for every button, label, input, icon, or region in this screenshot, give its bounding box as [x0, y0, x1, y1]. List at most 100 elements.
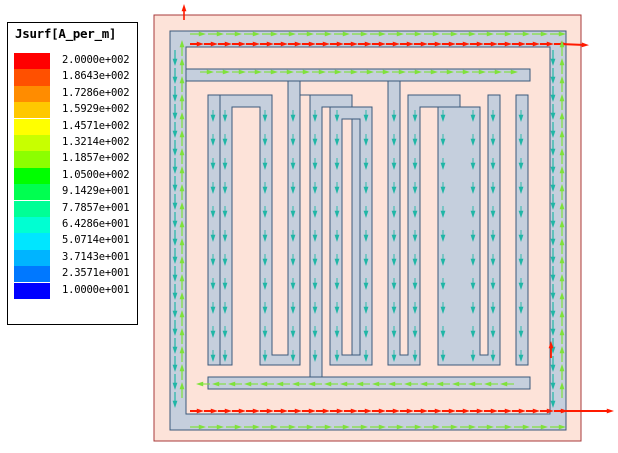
arrow-head [430, 69, 438, 75]
arrow-head [518, 41, 526, 47]
arrow-head [312, 234, 318, 242]
arrow-head [334, 330, 340, 338]
legend-entry: 1.8643e+002 [14, 69, 132, 86]
arrow-head [290, 138, 296, 146]
arrow-head [392, 41, 400, 47]
arrow-head [179, 40, 185, 48]
arrow-head [262, 258, 268, 266]
arrow-head [550, 238, 556, 246]
arrow-head [179, 130, 185, 138]
arrow-head [440, 330, 446, 338]
legend-entry: 2.0000e+002 [14, 53, 132, 70]
arrow-head [532, 408, 540, 414]
arrow-head [478, 69, 486, 75]
arrow-head [172, 400, 178, 408]
arrow-head [550, 400, 556, 408]
arrow-head [462, 41, 470, 47]
arrow-head [290, 306, 296, 314]
arrow-head [290, 282, 296, 290]
arrow-head [364, 41, 372, 47]
arrow-head [470, 138, 476, 146]
arrow-head [559, 382, 565, 390]
legend-label: 1.1857e+002 [62, 152, 130, 165]
arrow-head [324, 424, 332, 430]
arrow-head [363, 186, 369, 194]
arrow-head [216, 31, 224, 37]
legend-entry: 1.3214e+002 [14, 135, 132, 152]
arrow-head [179, 346, 185, 354]
arrow-head [334, 258, 340, 266]
arrow-head [388, 381, 396, 387]
arrow-head [518, 306, 524, 314]
arrow-head [363, 114, 369, 122]
arrow-head [262, 330, 268, 338]
arrow-head [412, 186, 418, 194]
arrow-head [262, 306, 268, 314]
arrow-head [222, 69, 230, 75]
arrow-head [440, 282, 446, 290]
arrow-head [559, 184, 565, 192]
arrow-head [412, 210, 418, 218]
left-inner-trace [207, 94, 221, 366]
arrow-head [412, 138, 418, 146]
arrow-head [504, 408, 512, 414]
arrow-head [306, 424, 314, 430]
arrow-head [181, 4, 187, 12]
arrow-head [518, 330, 524, 338]
arrow-head [518, 258, 524, 266]
legend-entry: 3.7143e+001 [14, 249, 132, 267]
legend-label: 1.4571e+002 [62, 119, 130, 132]
arrow-head [490, 330, 496, 338]
arrow-head [446, 69, 454, 75]
legend-entry: 1.7286e+002 [14, 85, 132, 103]
arrow-head [391, 330, 397, 338]
arrow-head [312, 282, 318, 290]
arrow-head [290, 234, 296, 242]
legend-entry: 1.0500e+002 [14, 167, 132, 185]
arrow-head [490, 114, 496, 122]
arrow-head [334, 354, 340, 362]
arrow-head [396, 424, 404, 430]
arrow-head [412, 114, 418, 122]
arrow-head [172, 94, 178, 102]
arrow-head [216, 424, 224, 430]
arrow-head [462, 408, 470, 414]
arrow-head [440, 306, 446, 314]
arrow-head [322, 408, 330, 414]
arrow-head [559, 202, 565, 210]
arrow-head [559, 148, 565, 156]
arrow-head [252, 424, 260, 430]
arrow-head [334, 69, 342, 75]
legend-entry: 1.5929e+002 [14, 102, 132, 119]
arrow-head [198, 31, 206, 37]
arrow-head [550, 256, 556, 264]
arrow-head [252, 31, 260, 37]
arrow-head [254, 69, 262, 75]
arrow-head [290, 162, 296, 170]
arrow-head [550, 274, 556, 282]
legend-swatch [14, 282, 50, 299]
arrow-head [179, 238, 185, 246]
arrow-head [494, 69, 502, 75]
arrow-head [532, 41, 540, 47]
arrow-head [312, 258, 318, 266]
arrow-head [558, 31, 566, 37]
legend-label: 2.0000e+002 [62, 54, 130, 66]
arrow-head [500, 381, 508, 387]
arrow-head [550, 76, 556, 84]
arrow-head [490, 138, 496, 146]
arrow-head [234, 31, 242, 37]
arrow-head [312, 162, 318, 170]
arrow-head [222, 210, 228, 218]
arrow-head [306, 31, 314, 37]
arrow-head [406, 408, 414, 414]
arrow-head [486, 424, 494, 430]
arrow-head [452, 381, 460, 387]
bottom-bar-trace [207, 376, 531, 390]
arrow-head [434, 408, 442, 414]
legend-label: 5.0714e+001 [62, 234, 130, 247]
arrow-head [334, 162, 340, 170]
arrow-head [434, 41, 442, 47]
arrow-head [262, 114, 268, 122]
arrow-head [179, 58, 185, 66]
